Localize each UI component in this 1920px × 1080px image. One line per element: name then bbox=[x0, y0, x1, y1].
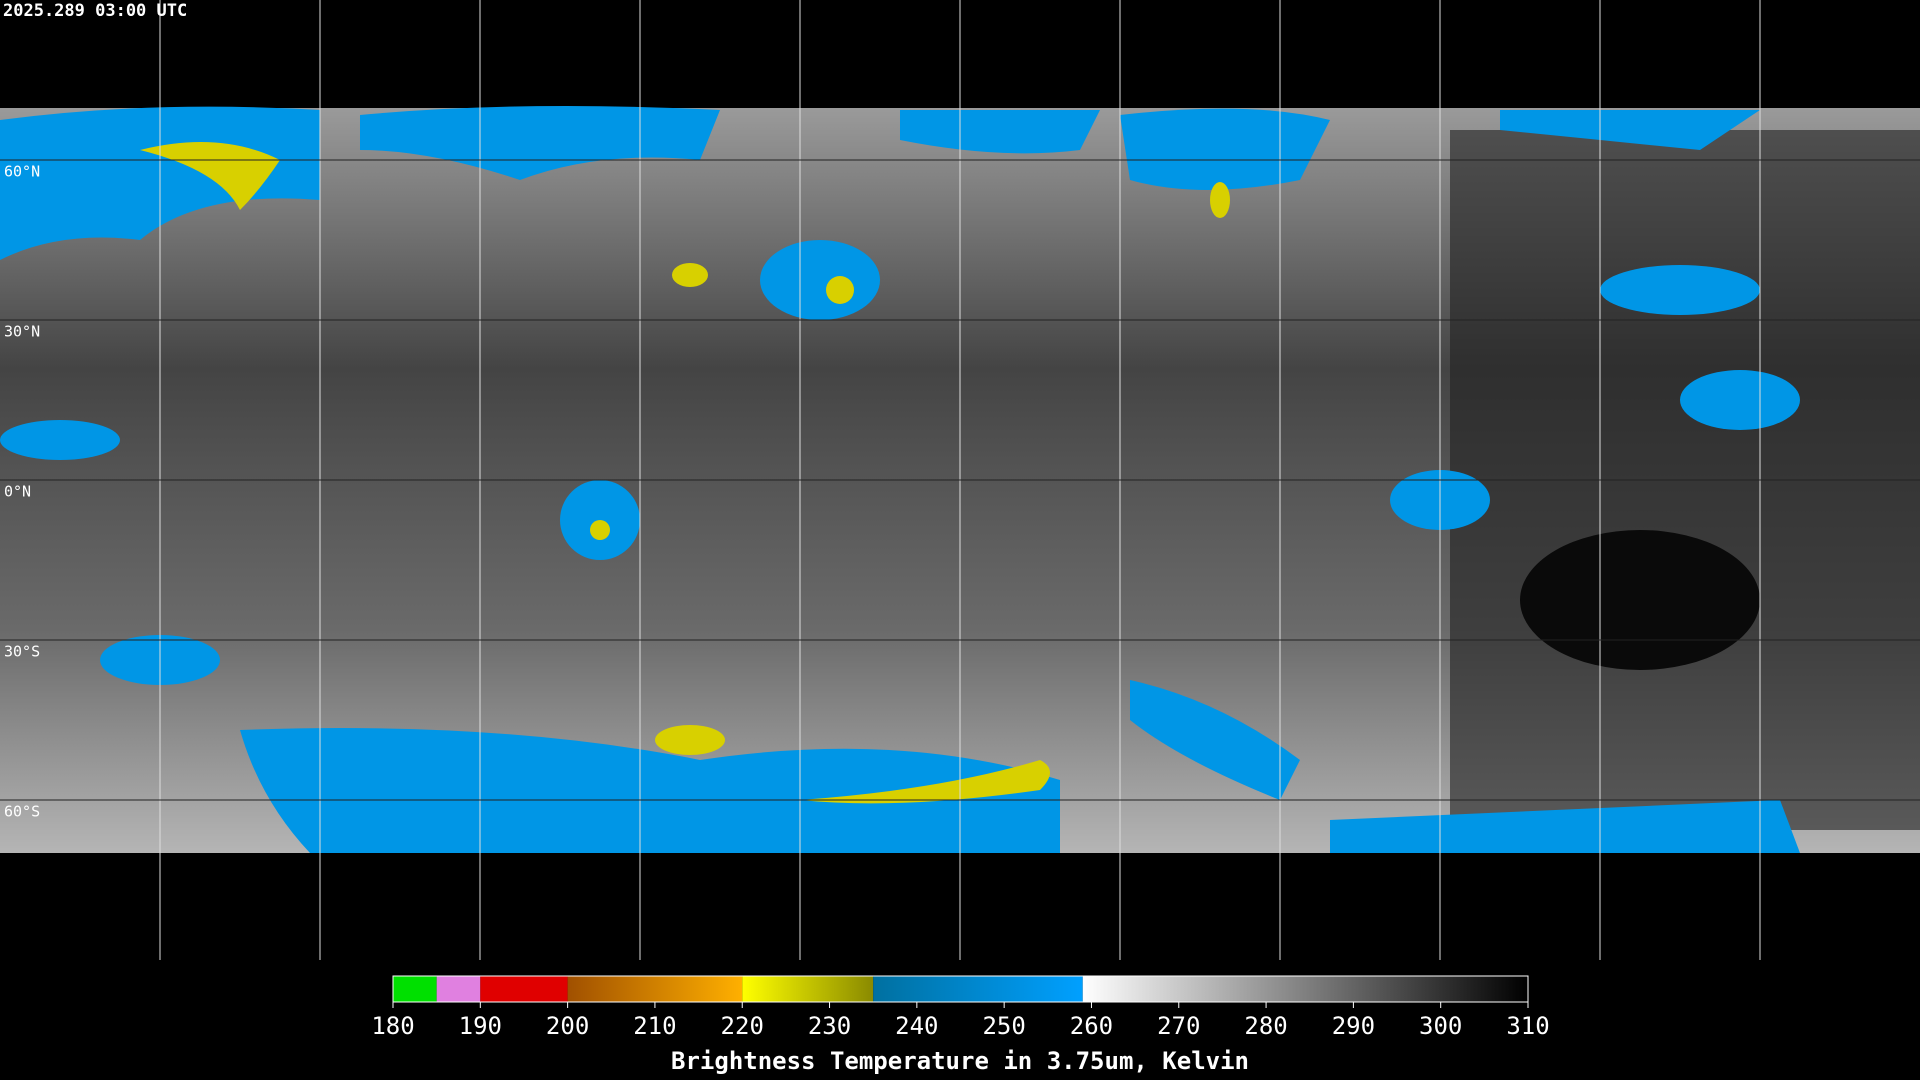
colorbar-segment bbox=[1082, 976, 1528, 1002]
colorbar-segment bbox=[393, 976, 437, 1002]
colorbar-segment bbox=[873, 976, 1083, 1002]
colorbar: 180 190 200 210 220 230 240 250 260 270 280 290 300 3… bbox=[371, 975, 1550, 1040]
colorbar-tick-label: 220 bbox=[721, 1012, 764, 1040]
latitude-label: 30°N bbox=[4, 323, 40, 341]
colorbar-title: Brightness Temperature in 3.75um, Kelvin bbox=[671, 1047, 1249, 1075]
colorbar-segment bbox=[742, 976, 874, 1002]
colorbar-tick-label: 250 bbox=[982, 1012, 1025, 1040]
colorbar-tick-label: 200 bbox=[546, 1012, 589, 1040]
colorbar-tick-label: 190 bbox=[459, 1012, 502, 1040]
latitude-label: 60°N bbox=[4, 163, 40, 181]
colorbar-tick-label: 290 bbox=[1332, 1012, 1375, 1040]
latitude-label: 0°N bbox=[4, 483, 31, 501]
colorbar-segment bbox=[480, 976, 568, 1002]
colorbar-segment bbox=[567, 976, 743, 1002]
colorbar-tick-label: 270 bbox=[1157, 1012, 1200, 1040]
colorbar-segment bbox=[436, 976, 481, 1002]
colorbar-tick-label: 300 bbox=[1419, 1012, 1462, 1040]
colorbar-tick-label: 280 bbox=[1244, 1012, 1287, 1040]
colorbar-tick-label: 310 bbox=[1506, 1012, 1549, 1040]
colorbar-tick-label: 210 bbox=[633, 1012, 676, 1040]
colorbar-tick-label: 260 bbox=[1070, 1012, 1113, 1040]
colorbar-tick-label: 180 bbox=[371, 1012, 414, 1040]
timestamp: 2025.289 03:00 UTC bbox=[3, 1, 187, 21]
graticule: 60°N 30°N 0°N 30°S 60°S bbox=[0, 0, 1920, 960]
colorbar-frame bbox=[392, 975, 1529, 1003]
colorbar-tick-label: 240 bbox=[895, 1012, 938, 1040]
colorbar-tick-label: 230 bbox=[808, 1012, 851, 1040]
latitude-label: 30°S bbox=[4, 643, 40, 661]
latitude-label: 60°S bbox=[4, 803, 40, 821]
